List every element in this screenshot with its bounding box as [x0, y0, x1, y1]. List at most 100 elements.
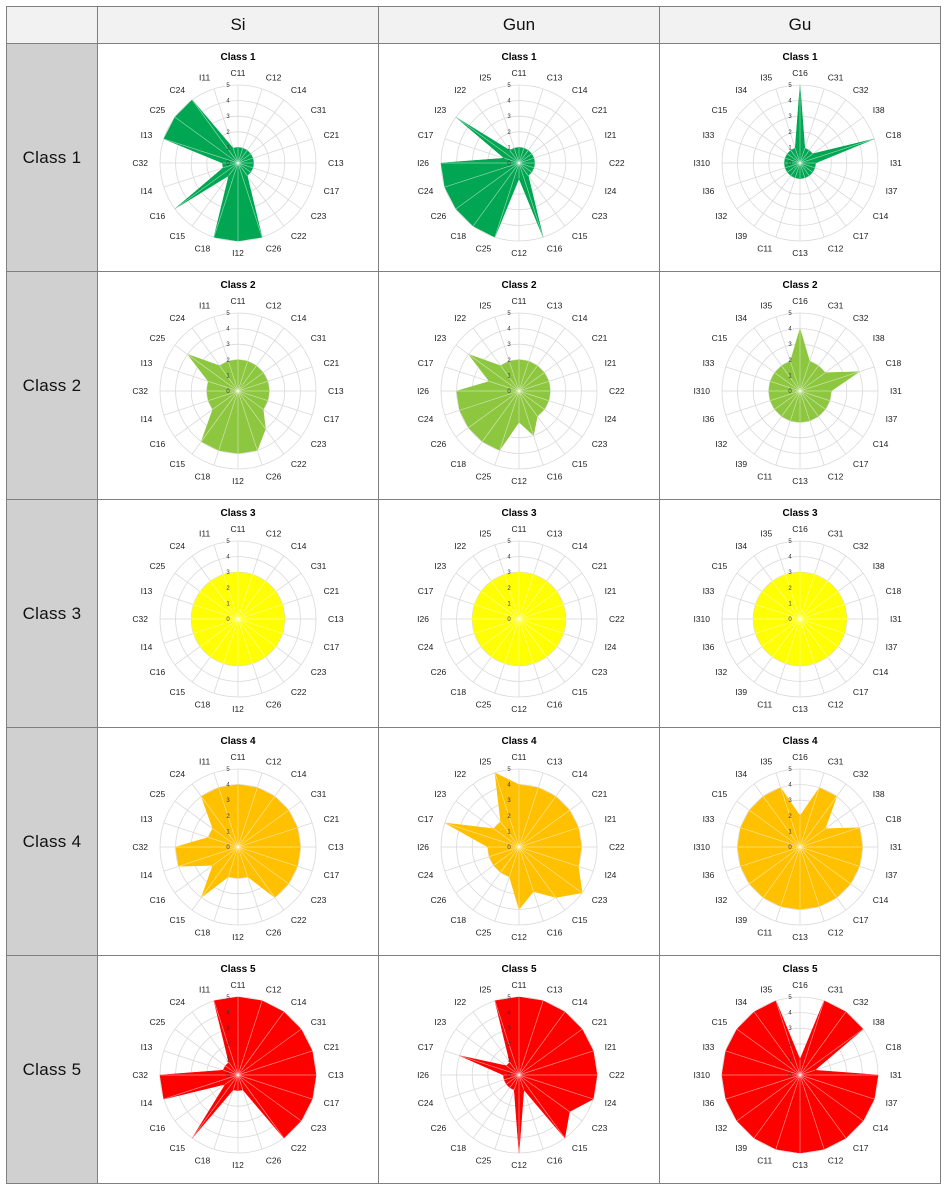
category-label: I22 [454, 541, 466, 551]
radial-tick-label: 4 [788, 555, 792, 561]
category-label: C12 [828, 1156, 844, 1166]
data-spoke [775, 1000, 801, 1076]
category-label: C21 [324, 814, 340, 824]
radial-tick-label: 5 [226, 995, 230, 1001]
category-label: I36 [703, 1098, 715, 1108]
data-spoke [772, 580, 801, 620]
category-label: C23 [311, 1123, 327, 1133]
data-spoke [790, 390, 801, 421]
data-spoke [237, 580, 266, 620]
category-label: C31 [828, 300, 844, 310]
chart-title: Class 4 [782, 736, 817, 747]
category-label: C24 [170, 997, 186, 1007]
category-label: I11 [199, 528, 210, 538]
data-spoke [518, 574, 534, 620]
data-spoke [799, 361, 810, 392]
radial-tick-label: 0 [507, 617, 511, 623]
row-header-class-1: Class 1 [7, 44, 98, 272]
category-label: C16 [150, 1123, 166, 1133]
spoke-overlay [456, 354, 551, 451]
category-label: C12 [828, 928, 844, 938]
category-label: C21 [324, 1042, 340, 1052]
data-spoke [518, 618, 547, 658]
category-label: C16 [792, 296, 808, 306]
category-label: I35 [760, 528, 772, 538]
category-label: C32 [132, 158, 148, 168]
data-spoke [799, 846, 851, 884]
data-spoke [799, 846, 820, 907]
radar-cell-class2-si: Class 2 0 1 2 3 4 5 C11 C12 C14 C31 C21 C13 C17 C23 C22… [98, 272, 379, 500]
category-label: C25 [476, 472, 492, 482]
category-label: C14 [873, 895, 889, 905]
category-label: I22 [454, 313, 466, 323]
category-label: C14 [572, 769, 588, 779]
spoke-overlay [753, 572, 847, 666]
radial-tick-label: 3 [226, 114, 230, 120]
data-spoke [455, 116, 520, 164]
category-label: C14 [291, 541, 307, 551]
category-label: C12 [511, 1160, 527, 1170]
category-label: I11 [199, 300, 210, 310]
category-label: I36 [703, 870, 715, 880]
data-spoke [790, 162, 801, 176]
radial-tick-label: 3 [788, 1026, 792, 1032]
category-label: I14 [141, 1098, 153, 1108]
data-spoke [799, 574, 815, 620]
data-spoke [774, 390, 801, 410]
data-spoke [518, 390, 534, 436]
data-spoke [468, 354, 520, 392]
category-label: C18 [451, 459, 467, 469]
data-spoke [509, 361, 520, 392]
data-spoke [774, 372, 801, 392]
spoke-overlay [187, 354, 270, 454]
data-spoke [500, 821, 520, 848]
radial-tick-label: 0 [788, 845, 792, 851]
data-spoke [799, 162, 810, 176]
category-label: I24 [605, 414, 617, 424]
category-label: C26 [266, 1156, 282, 1166]
category-label: C14 [873, 439, 889, 449]
radar-cell-class2-gun: Class 2 0 1 2 3 4 5 C11 C13 C14 C21 I21 C22 I24 C23 C15… [379, 272, 660, 500]
category-label: I31 [890, 386, 902, 396]
category-label: I32 [715, 1123, 727, 1133]
radial-tick-label: 1 [226, 1057, 230, 1063]
data-spoke [210, 618, 239, 658]
category-label: C31 [311, 561, 327, 571]
category-label: C13 [328, 614, 344, 624]
category-label: I37 [886, 642, 898, 652]
category-label: C24 [418, 870, 434, 880]
data-spoke [178, 846, 239, 867]
category-label: C15 [712, 333, 728, 343]
data-spoke [518, 390, 549, 401]
category-label: C22 [291, 1143, 307, 1153]
data-spoke [468, 390, 520, 428]
category-label: C16 [150, 895, 166, 905]
category-label: C17 [418, 1042, 434, 1052]
data-spoke [237, 1074, 285, 1139]
radial-tick-label: 3 [788, 114, 792, 120]
spoke-overlay [163, 99, 263, 241]
radial-tick-label: 0 [788, 389, 792, 395]
data-spoke [518, 810, 570, 848]
category-label: C13 [792, 476, 808, 486]
category-label: C17 [853, 459, 869, 469]
radial-tick-label: 2 [507, 586, 511, 592]
category-label: C23 [311, 667, 327, 677]
radar-cell-class1-gu: Class 1 0 1 2 3 4 5 C16 C31 C32 I38 C18 I31 I37 C14 C17… [660, 44, 941, 272]
data-spoke [494, 1000, 520, 1076]
spoke-overlay [737, 787, 863, 910]
data-spoke [799, 846, 860, 867]
data-spoke [799, 1011, 847, 1076]
category-label: I23 [434, 105, 446, 115]
corner-cell [7, 7, 98, 44]
category-label: C15 [572, 915, 588, 925]
data-spoke [237, 162, 248, 176]
radial-tick-label: 2 [507, 814, 511, 820]
category-label: I37 [886, 186, 898, 196]
data-spoke [237, 1074, 244, 1090]
data-spoke [237, 1050, 313, 1076]
category-label: C24 [418, 642, 434, 652]
category-label: C11 [512, 296, 527, 306]
data-spoke [480, 591, 520, 620]
category-label: C16 [150, 667, 166, 677]
